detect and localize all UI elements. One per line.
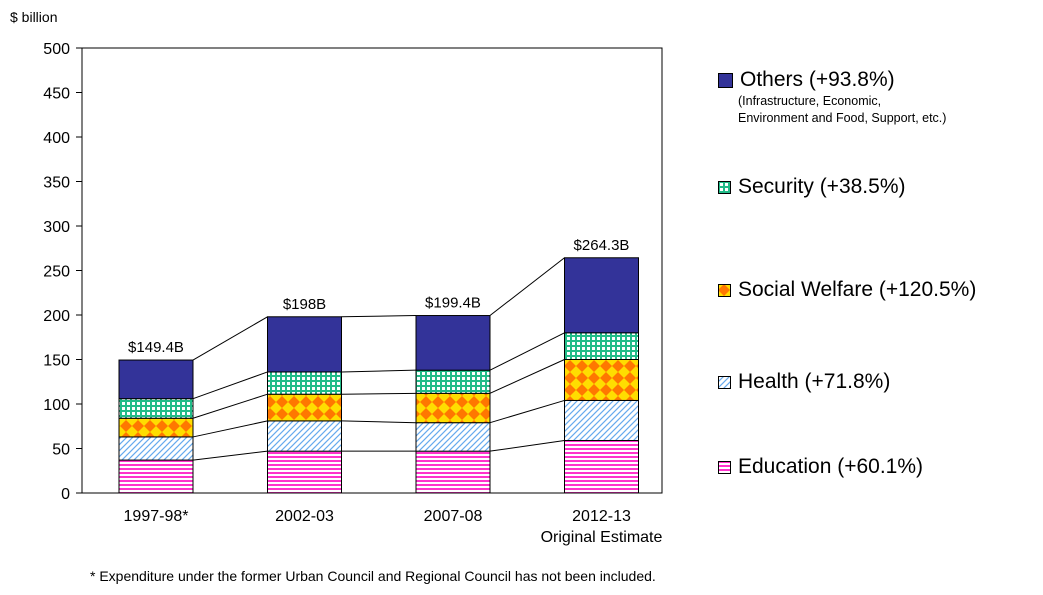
bar-total-label: $198B bbox=[283, 296, 326, 313]
bar-segment-security bbox=[118, 398, 194, 419]
bar-total-label: $199.4B bbox=[425, 295, 481, 312]
bar-segment-health bbox=[415, 422, 491, 452]
bar-segment-education bbox=[564, 439, 639, 494]
y-tick-label: 450 bbox=[43, 86, 70, 103]
bar-segment-others bbox=[267, 316, 342, 373]
social-welfare-swatch bbox=[718, 283, 731, 297]
connector-line bbox=[341, 315, 417, 318]
y-tick-label: 300 bbox=[43, 219, 70, 236]
y-tick-label: 50 bbox=[52, 442, 70, 459]
y-tick-label: 350 bbox=[43, 175, 70, 192]
health-swatch bbox=[718, 375, 731, 389]
bar-segment-security bbox=[564, 332, 639, 360]
bar-segment-education bbox=[267, 450, 342, 494]
others-swatch bbox=[718, 72, 733, 88]
legend-item-education: Education (+60.1%) bbox=[718, 455, 923, 479]
connector-line bbox=[192, 450, 268, 461]
bar-segment-social-welfare bbox=[118, 417, 194, 438]
education-swatch bbox=[718, 460, 731, 474]
footnote: * Expenditure under the former Urban Cou… bbox=[90, 568, 656, 584]
x-tick-label: 2012-13 bbox=[572, 508, 631, 525]
legend-item-social-welfare: Social Welfare (+120.5%) bbox=[718, 278, 976, 302]
y-tick-label: 150 bbox=[43, 353, 70, 370]
connector-line bbox=[192, 316, 268, 361]
y-tick-label: 100 bbox=[43, 397, 70, 414]
y-tick-label: 400 bbox=[43, 130, 70, 147]
y-axis-label: $ billion bbox=[10, 9, 57, 25]
bar-segment-social-welfare bbox=[415, 392, 491, 424]
y-tick-label: 500 bbox=[43, 41, 70, 58]
legend-item-security: Security (+38.5%) bbox=[718, 175, 906, 199]
connector-line bbox=[489, 399, 565, 424]
bar-segment-health bbox=[118, 436, 194, 461]
x-tick-label: 2002-03 bbox=[275, 508, 334, 525]
x-tick-sublabel: Original Estimate bbox=[541, 529, 663, 546]
connector-line bbox=[489, 332, 565, 371]
bar-segment-education bbox=[415, 450, 491, 494]
legend-label-security: Security (+38.5%) bbox=[738, 175, 906, 198]
connector-line bbox=[192, 371, 268, 400]
security-swatch bbox=[718, 180, 731, 194]
connector-line bbox=[489, 439, 565, 452]
connector-line bbox=[192, 393, 268, 419]
legend-label-education: Education (+60.1%) bbox=[738, 455, 924, 478]
bar-segment-education bbox=[118, 459, 194, 494]
bar-segment-others bbox=[118, 359, 194, 400]
bar-segment-health bbox=[564, 399, 639, 441]
connector-line bbox=[489, 257, 565, 316]
bar-segment-security bbox=[267, 371, 342, 395]
legend-label-health: Health (+71.8%) bbox=[738, 370, 891, 393]
legend-note-others-2: Environment and Food, Support, etc.) bbox=[738, 111, 947, 125]
legend-item-others: Others (+93.8%) (Infrastructure, Economi… bbox=[718, 68, 946, 127]
bar-total-label: $149.4B bbox=[128, 339, 184, 356]
legend-note-others-1: (Infrastructure, Economic, bbox=[738, 94, 882, 108]
y-tick-label: 250 bbox=[43, 264, 70, 281]
y-tick-label: 0 bbox=[61, 486, 70, 503]
bar-segment-security bbox=[415, 369, 491, 394]
legend-item-health: Health (+71.8%) bbox=[718, 370, 890, 394]
connector-line bbox=[192, 420, 268, 438]
connector-line bbox=[341, 420, 417, 424]
bar-segment-social-welfare bbox=[564, 359, 639, 401]
bar-segment-others bbox=[415, 315, 491, 371]
x-tick-label: 1997-98* bbox=[124, 508, 189, 525]
bar-total-label: $264.3B bbox=[574, 237, 630, 254]
bar-segment-others bbox=[564, 257, 639, 334]
x-tick-label: 2007-08 bbox=[424, 508, 483, 525]
legend-label-social-welfare: Social Welfare (+120.5%) bbox=[738, 278, 977, 301]
y-tick-label: 200 bbox=[43, 308, 70, 325]
bar-segment-social-welfare bbox=[267, 393, 342, 422]
bar-segment-health bbox=[267, 420, 342, 452]
connector-line bbox=[489, 359, 565, 394]
legend-label-others: Others (+93.8%) bbox=[740, 68, 895, 91]
connector-line bbox=[341, 369, 417, 373]
connector-line bbox=[341, 392, 417, 395]
